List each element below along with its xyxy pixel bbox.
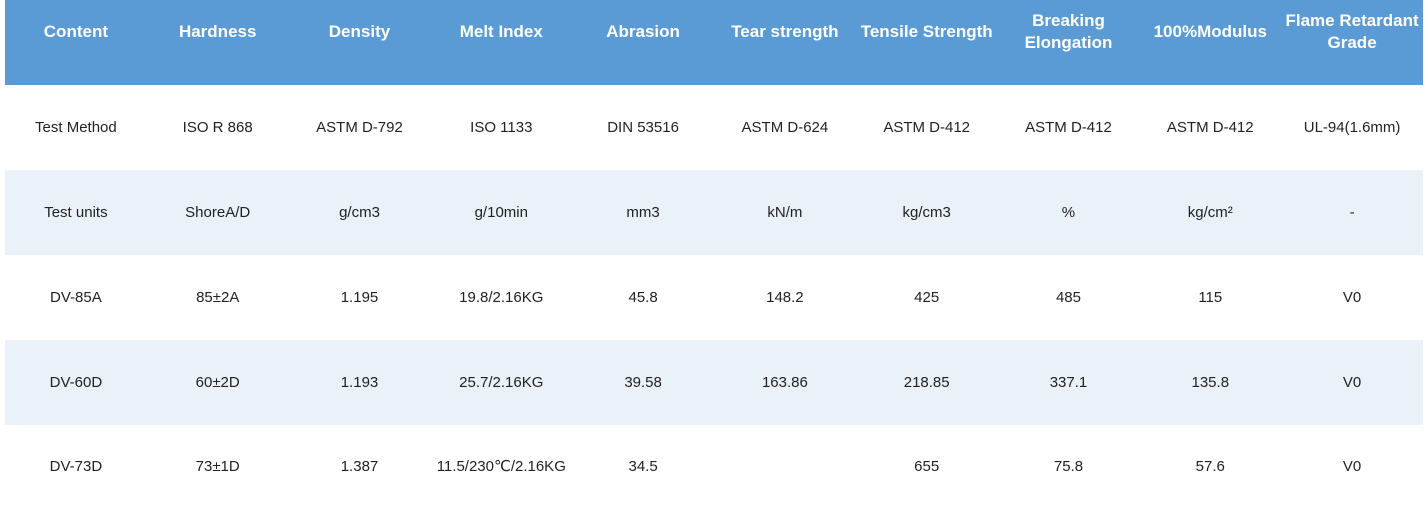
table-cell: ASTM D-412 (1139, 85, 1282, 170)
table-cell: kg/cm² (1139, 170, 1282, 255)
column-header-abrasion: Abrasion (572, 0, 714, 85)
table-cell: 1.387 (288, 425, 431, 509)
table-cell: ASTM D-624 (713, 85, 856, 170)
row-label: Test units (5, 170, 147, 255)
table-cell: 163.86 (713, 340, 856, 425)
table-cell: kN/m (713, 170, 856, 255)
table-cell: UL-94(1.6mm) (1281, 85, 1423, 170)
table-cell: g/cm3 (288, 170, 431, 255)
table-cell: 60±2D (146, 340, 289, 425)
table-cell: ASTM D-792 (288, 85, 431, 170)
column-header-tear-strength: Tear strength (713, 0, 856, 85)
table-cell: V0 (1281, 255, 1423, 340)
column-header-melt-index: Melt Index (430, 0, 573, 85)
row-label: DV-85A (5, 255, 147, 340)
table-cell: V0 (1281, 425, 1423, 509)
table-cell: V0 (1281, 340, 1423, 425)
table-cell: DIN 53516 (572, 85, 714, 170)
table-cell: 45.8 (572, 255, 714, 340)
table-cell: ASTM D-412 (997, 85, 1140, 170)
table-cell: ISO 1133 (430, 85, 573, 170)
table-cell: 34.5 (572, 425, 714, 509)
spec-table: Content Hardness Density Melt Index Abra… (5, 0, 1423, 509)
table-cell: 425 (855, 255, 998, 340)
table-cell: 73±1D (146, 425, 289, 509)
table-row-dv-85a: DV-85A 85±2A 1.195 19.8/2.16KG 45.8 148.… (5, 255, 1423, 340)
table-cell: 1.195 (288, 255, 431, 340)
table-cell: 75.8 (997, 425, 1140, 509)
table-cell: 39.58 (572, 340, 714, 425)
table-cell: 485 (997, 255, 1140, 340)
table-cell: g/10min (430, 170, 573, 255)
column-header-content: Content (5, 0, 147, 85)
table-cell: 11.5/230℃/2.16KG (430, 425, 573, 509)
table-cell: 115 (1139, 255, 1282, 340)
column-header-density: Density (288, 0, 431, 85)
column-header-breaking-elongation: Breaking Elongation (997, 0, 1140, 85)
table-cell: kg/cm3 (855, 170, 998, 255)
table-cell: 337.1 (997, 340, 1140, 425)
table-row-test-method: Test Method ISO R 868 ASTM D-792 ISO 113… (5, 85, 1423, 170)
column-header-flame-retardant-grade: Flame Retardant Grade (1281, 0, 1423, 85)
table-cell: ShoreA/D (146, 170, 289, 255)
table-row-dv-60d: DV-60D 60±2D 1.193 25.7/2.16KG 39.58 163… (5, 340, 1423, 425)
table-cell: 1.193 (288, 340, 431, 425)
table-cell (713, 425, 856, 509)
table-cell: 148.2 (713, 255, 856, 340)
column-header-tensile-strength: Tensile Strength (855, 0, 998, 85)
column-header-hardness: Hardness (146, 0, 289, 85)
table-cell: 19.8/2.16KG (430, 255, 573, 340)
column-header-100-modulus: 100%Modulus (1139, 0, 1282, 85)
table-cell: ASTM D-412 (855, 85, 998, 170)
table-cell: 655 (855, 425, 998, 509)
table-cell: 85±2A (146, 255, 289, 340)
table-cell: 135.8 (1139, 340, 1282, 425)
table-cell: - (1281, 170, 1423, 255)
table-row-dv-73d: DV-73D 73±1D 1.387 11.5/230℃/2.16KG 34.5… (5, 425, 1423, 509)
table-cell: % (997, 170, 1140, 255)
table-cell: ISO R 868 (146, 85, 289, 170)
table-row-test-units: Test units ShoreA/D g/cm3 g/10min mm3 kN… (5, 170, 1423, 255)
table-header-row: Content Hardness Density Melt Index Abra… (5, 0, 1423, 85)
table-cell: mm3 (572, 170, 714, 255)
table-cell: 218.85 (855, 340, 998, 425)
table-cell: 25.7/2.16KG (430, 340, 573, 425)
table-cell: 57.6 (1139, 425, 1282, 509)
row-label: DV-60D (5, 340, 147, 425)
row-label: Test Method (5, 85, 147, 170)
row-label: DV-73D (5, 425, 147, 509)
